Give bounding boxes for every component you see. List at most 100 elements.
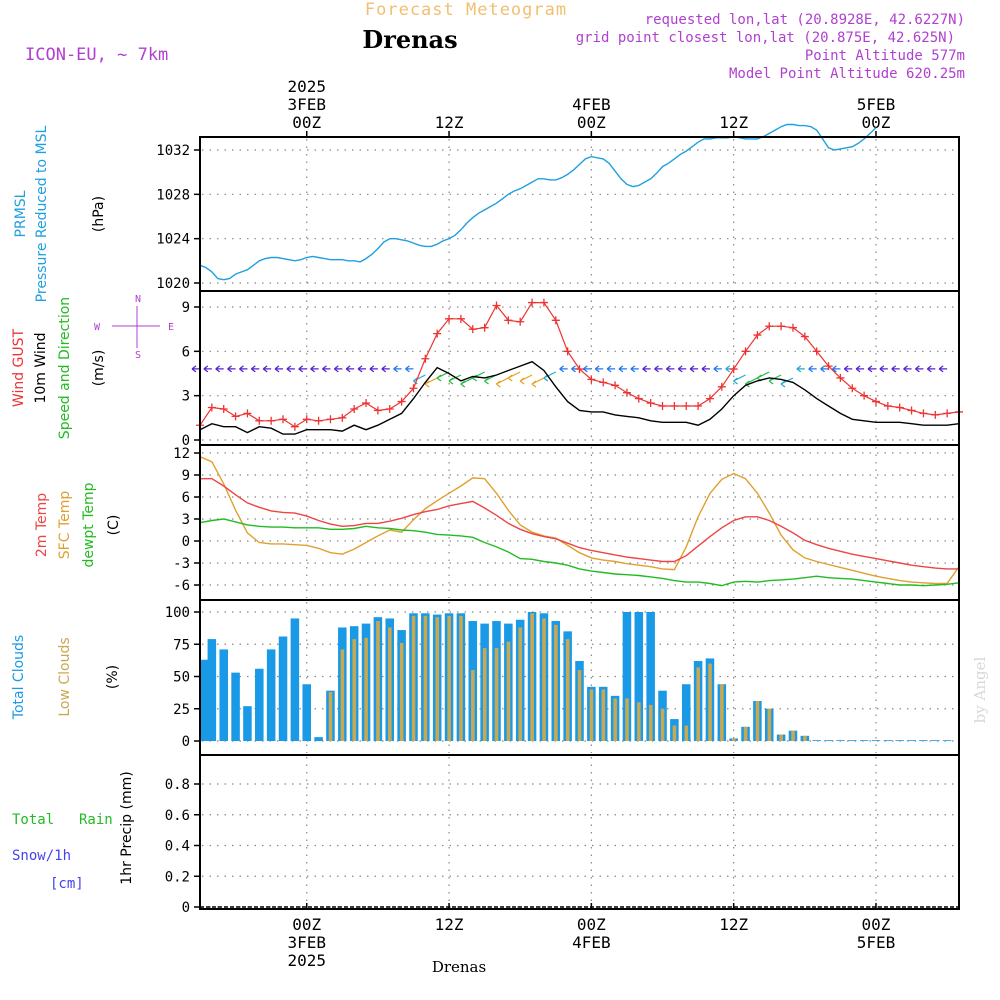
- wind-arrow: [369, 365, 378, 373]
- gust-marker: [705, 394, 714, 403]
- total-cloud-bar: [219, 649, 228, 741]
- low-cloud-bar: [743, 726, 748, 741]
- wind-arrow: [460, 377, 474, 388]
- gust-marker: [397, 397, 406, 406]
- y-tick-label: -6: [173, 578, 190, 594]
- wind-arrow: [677, 365, 687, 373]
- clouds-y-ticks: 0 25 50 75 100: [165, 605, 200, 750]
- x-tick-label: 4FEB: [572, 933, 611, 952]
- wind-gust-line: [199, 302, 960, 428]
- wind-arrow: [666, 365, 675, 373]
- gust-marker: [373, 406, 382, 415]
- low-cloud-bar: [731, 738, 736, 741]
- low-cloud-bar: [589, 689, 594, 741]
- location-title: Drenas: [362, 25, 457, 54]
- total-cloud-bar: [255, 668, 264, 741]
- wind-arrow: [915, 365, 924, 373]
- info-line-grid: grid point closest lon,lat (20.875E, 42.…: [576, 30, 955, 46]
- wind-arrow: [606, 365, 616, 373]
- total-cloud-bar: [290, 618, 300, 741]
- y-tick-label: 0.8: [165, 777, 190, 793]
- precip-panel: 0 0.2 0.4 0.6 0.8 1hr Precip (mm) Total Rain…: [12, 754, 960, 916]
- gust-marker: [563, 347, 572, 356]
- gust-marker: [670, 402, 679, 411]
- low-cloud-bar: [696, 667, 700, 741]
- clouds-ylabel-total: Total Clouds: [11, 635, 27, 720]
- gust-marker: [907, 406, 916, 415]
- total-cloud-bar: [207, 639, 217, 741]
- gust-marker: [895, 403, 904, 412]
- low-cloud-bar: [471, 670, 475, 741]
- total-cloud-bar: [646, 612, 655, 741]
- low-cloud-bar: [565, 639, 570, 741]
- wind-arrow: [796, 365, 805, 373]
- low-cloud-bar: [364, 637, 368, 741]
- low-cloud-bar: [779, 734, 783, 741]
- gust-marker: [504, 316, 513, 325]
- gust-marker: [326, 415, 335, 424]
- wind-arrow: [274, 365, 284, 373]
- pressure-ylabel-sub: Pressure Reduced to MSL: [34, 125, 50, 302]
- x-tick-label: 3FEB: [287, 95, 326, 114]
- gust-marker: [848, 384, 857, 393]
- low-cloud-bar: [767, 708, 772, 741]
- y-tick-label: 3: [182, 389, 190, 405]
- x-tick-label: 5FEB: [857, 95, 896, 114]
- low-cloud-bar: [328, 691, 333, 741]
- total-cloud-bar: [859, 740, 869, 741]
- wind-arrow: [531, 377, 545, 388]
- gust-marker: [290, 422, 299, 431]
- wind-arrow: [393, 365, 402, 373]
- low-cloud-bar: [720, 684, 724, 741]
- wind-speed-line: [199, 360, 960, 435]
- wind-arrow: [903, 365, 912, 373]
- low-cloud-bar: [660, 708, 665, 741]
- wind-arrow: [630, 365, 639, 373]
- gust-marker: [646, 399, 655, 408]
- y-tick-label: 0.6: [165, 808, 190, 824]
- pressure-y-ticks: 1020 1024 1028 1032: [156, 143, 200, 292]
- x-tick-label: 00Z: [292, 915, 321, 934]
- gust-marker: [741, 347, 750, 356]
- pressure-ylabel-main: PRMSL: [13, 190, 29, 237]
- y-tick-label: 9: [182, 468, 190, 484]
- wind-arrow: [820, 365, 829, 373]
- wind-arrow: [689, 365, 699, 373]
- y-tick-label: 0: [182, 900, 190, 916]
- wind-ylabel-direction: Speed and Direction: [57, 297, 73, 439]
- wind-arrow: [618, 365, 627, 373]
- precip-label-total: Total: [12, 812, 54, 828]
- gust-marker: [302, 415, 311, 424]
- wind-arrow: [286, 365, 295, 373]
- wind-arrow: [239, 365, 248, 373]
- low-cloud-bar: [411, 615, 416, 741]
- total-cloud-bar: [883, 740, 893, 741]
- x-tick-label: 00Z: [577, 915, 606, 934]
- low-cloud-bar: [708, 663, 712, 741]
- wind-arrow: [938, 365, 948, 373]
- gust-marker: [243, 409, 252, 418]
- gust-marker: [943, 409, 952, 418]
- x-tick-label: 00Z: [577, 113, 606, 132]
- low-cloud-bar: [482, 648, 487, 741]
- gust-marker: [433, 329, 442, 338]
- pressure-unit: (hPa): [91, 196, 107, 232]
- total-cloud-bar: [812, 740, 821, 741]
- x-tick-label: 12Z: [435, 915, 464, 934]
- wind-panel: 0 3 6 9 Wind GUST 10m Wind Speed and Direct…: [11, 290, 963, 449]
- wind-arrow: [926, 365, 936, 373]
- compass-east: E: [168, 322, 174, 333]
- wind-arrow: [495, 377, 509, 388]
- low-cloud-bar: [399, 642, 404, 741]
- low-cloud-bar: [435, 617, 440, 741]
- info-line-altitude: Point Altitude 577m: [805, 48, 965, 64]
- compass-south: S: [135, 350, 141, 361]
- gust-marker: [812, 347, 821, 356]
- x-tick-label: 2025: [287, 77, 326, 96]
- compass-north: N: [135, 294, 141, 305]
- temp-unit: (C): [106, 515, 122, 536]
- wind-arrow: [642, 365, 651, 373]
